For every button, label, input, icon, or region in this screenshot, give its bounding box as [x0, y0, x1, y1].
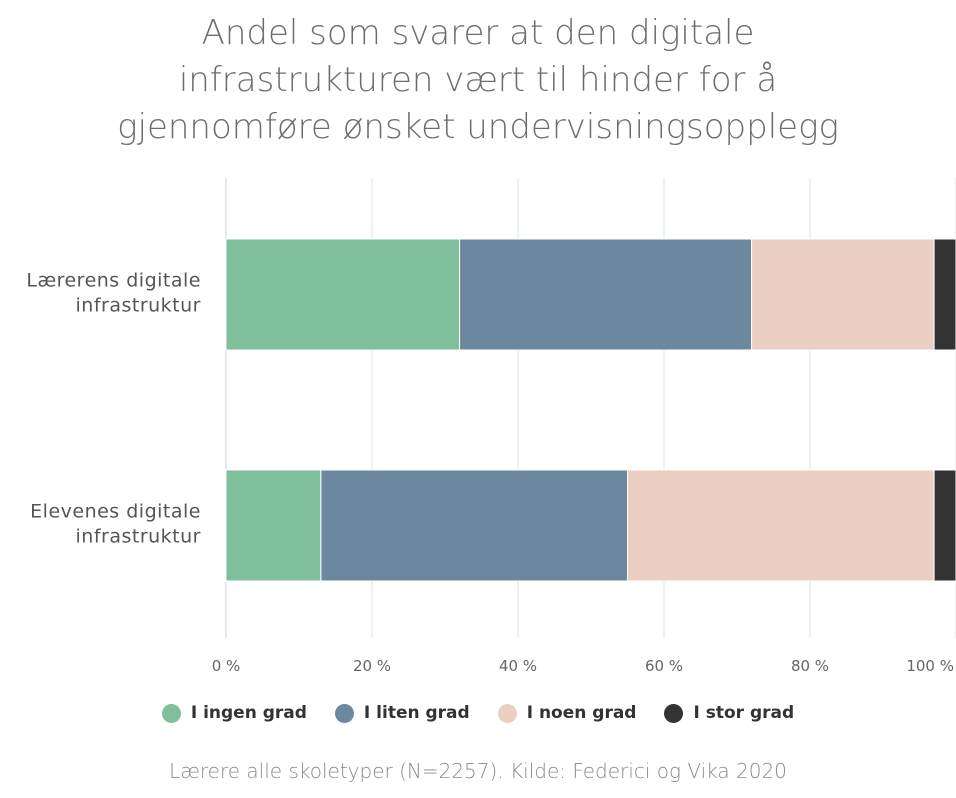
bar-segment[interactable] — [225, 238, 461, 351]
chart-title-line-1: Andel som svarer at den digitale — [201, 13, 755, 53]
stacked-bar-chart: Lærerens digitale infrastruktur Elevenes d… — [26, 178, 956, 675]
legend-swatch-stor — [664, 703, 684, 723]
x-tick-label: 100 % — [906, 657, 954, 675]
x-tick-label: 60 % — [645, 657, 683, 675]
bar-segments — [225, 238, 956, 582]
source-note: Lærere alle skoletyper (N=2257). Kilde: … — [169, 759, 787, 783]
bar-segment[interactable] — [933, 238, 956, 351]
bar-segment[interactable] — [225, 469, 322, 582]
legend-swatch-noen — [497, 703, 517, 723]
category-label: infrastruktur — [76, 295, 201, 317]
legend-label-liten: I liten grad — [363, 703, 470, 723]
legend-swatch-liten — [334, 703, 354, 723]
x-tick-labels: 0 % 20 % 40 % 60 % 80 % 100 % — [212, 657, 954, 675]
legend-item-liten[interactable]: I liten grad — [334, 703, 470, 723]
category-label: infrastruktur — [76, 526, 201, 548]
legend-label-ingen: I ingen grad — [190, 703, 307, 723]
x-tick-label: 40 % — [499, 657, 537, 675]
bar-segment[interactable] — [459, 238, 753, 351]
chart-title-line-2: infrastrukturen vært til hinder for å — [178, 60, 778, 100]
legend-item-noen[interactable]: I noen grad — [497, 703, 637, 723]
x-tick-label: 80 % — [791, 657, 829, 675]
legend-item-ingen[interactable]: I ingen grad — [161, 703, 307, 723]
chart-title: Andel som svarer at den digitale infrast… — [0, 10, 956, 151]
chart-title-line-3: gjennomføre ønsket undervisningsopplegg — [117, 107, 839, 147]
bar-segment[interactable] — [627, 469, 935, 582]
category-label: Lærerens digitale — [26, 270, 201, 292]
legend-label-noen: I noen grad — [526, 703, 637, 723]
x-tick-label: 20 % — [353, 657, 391, 675]
category-label: Elevenes digitale — [30, 501, 201, 523]
bar-segment[interactable] — [320, 469, 628, 582]
legend-label-stor: I stor grad — [693, 703, 795, 723]
legend-swatch-ingen — [161, 703, 181, 723]
bar-segment[interactable] — [751, 238, 935, 351]
bar-segment[interactable] — [933, 469, 956, 582]
category-labels: Lærerens digitale infrastruktur Elevenes d… — [26, 270, 201, 548]
legend-item-stor[interactable]: I stor grad — [664, 703, 794, 723]
x-tick-label: 0 % — [212, 657, 241, 675]
legend: I ingen grad I liten grad I noen grad I … — [0, 703, 956, 723]
